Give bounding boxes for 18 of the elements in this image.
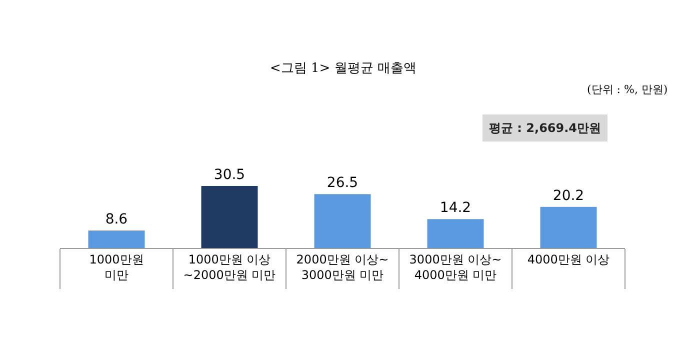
- x-tick-label: 1000만원 미만: [89, 252, 144, 282]
- data-label: 20.2: [552, 188, 584, 204]
- chart-title: <그림 1> 월평균 매출액: [270, 61, 416, 76]
- data-label: 14.2: [440, 200, 472, 216]
- bar: [540, 206, 597, 248]
- chart-subtitle: (단위 : %, 만원): [587, 83, 668, 96]
- x-tick-label: 1000만원 이상 ~2000만원 미만: [183, 252, 276, 282]
- text: 평균 : 2,669.4만원: [489, 121, 602, 135]
- bar: [201, 186, 258, 248]
- bar: [427, 219, 484, 248]
- data-label: 8.6: [105, 212, 128, 228]
- x-tick-label: 3000만원 이상~ 4000만원 미만: [409, 252, 502, 282]
- x-tick-label: 4000만원 이상: [527, 252, 610, 266]
- bar: [314, 194, 371, 248]
- data-label: 30.5: [214, 166, 246, 183]
- x-tick-label: 2000만원 이상~ 3000만원 미만: [296, 252, 389, 282]
- data-label: 26.5: [326, 175, 358, 192]
- bar: [88, 230, 145, 248]
